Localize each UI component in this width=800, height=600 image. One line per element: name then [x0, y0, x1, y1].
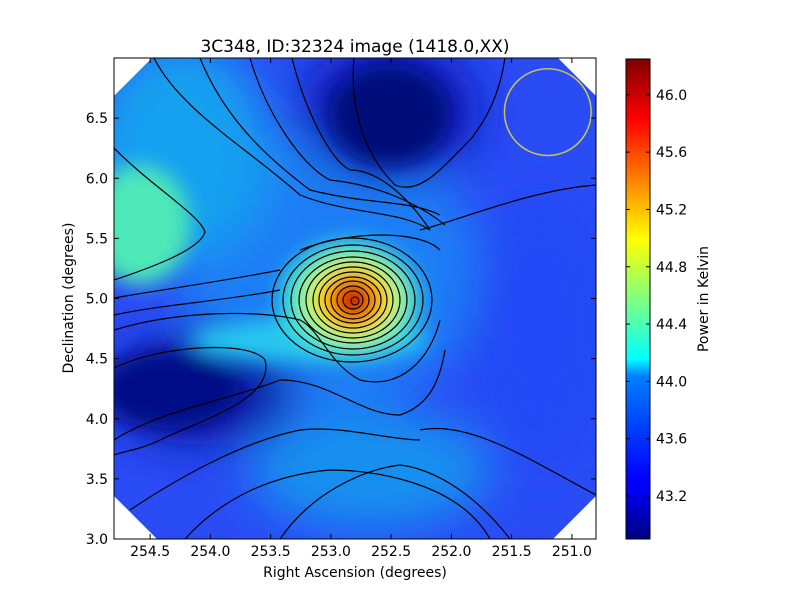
contour-line [290, 250, 416, 350]
x-tick-label: 254.0 [190, 544, 230, 560]
colorbar: 43.2 43.6 44.0 44.4 44.8 45.2 45.6 46.0 Power i… [625, 58, 712, 540]
y-axis-label: Declination (degrees) [61, 223, 77, 374]
contour-line [114, 289, 281, 316]
contour-line [336, 285, 370, 315]
contour-line [279, 464, 511, 539]
contour-line [184, 469, 491, 539]
colorbar-tick-label: 44.4 [656, 317, 687, 333]
contour-line [114, 269, 281, 299]
contour-line [312, 266, 394, 334]
x-axis-label: Right Ascension (degrees) [263, 565, 447, 581]
contour-line [298, 256, 408, 344]
x-tick-label: 254.5 [130, 544, 170, 560]
contour-line [114, 349, 446, 441]
contour-line [330, 280, 376, 320]
x-tick-label: 251.5 [492, 544, 532, 560]
x-axis-ticks: 254.5 254.0 253.5 253.0 252.5 252.0 251.5 251.0 [130, 58, 592, 560]
contour-line [114, 346, 267, 456]
colorbar-tick-label: 43.2 [656, 489, 687, 505]
y-tick-label: 6.0 [86, 171, 108, 187]
heatmap-image [114, 58, 596, 539]
colorbar-tick-label: 46.0 [656, 88, 687, 104]
contour-line [291, 58, 431, 231]
y-tick-label: 4.5 [86, 352, 108, 368]
contour-line [199, 58, 441, 216]
colorbar-tick-label: 44.8 [656, 260, 687, 276]
contour-line [305, 261, 401, 339]
y-tick-label: 4.0 [86, 412, 108, 428]
x-tick-label: 253.5 [251, 544, 291, 560]
heatmap-plot: 254.5 254.0 253.5 253.0 252.5 252.0 251.5 251.0… [86, 57, 597, 560]
colorbar-tick-label: 45.2 [656, 202, 687, 218]
colorbar-ticks: 43.2 43.6 44.0 44.4 44.8 45.2 45.6 46.0 [626, 88, 687, 505]
contour-line [419, 427, 596, 496]
contour-line [271, 237, 433, 363]
chart-title: 3C348, ID:32324 image (1418.0,XX) [200, 37, 509, 57]
y-tick-label: 3.5 [86, 472, 108, 488]
source-peak-marker [350, 296, 360, 306]
contour-line [419, 184, 596, 231]
y-tick-label: 3.0 [86, 532, 108, 548]
contour-line [324, 276, 382, 324]
x-tick-label: 251.0 [552, 544, 592, 560]
y-axis-ticks: 3.0 3.5 4.0 4.5 5.0 5.5 6.0 6.5 [86, 111, 596, 548]
colorbar-label: Power in Kelvin [696, 246, 712, 352]
contour-line [249, 58, 446, 226]
colorbar-tick-label: 44.0 [656, 374, 687, 390]
contour-line [342, 290, 364, 310]
contour-line [114, 312, 441, 383]
beam-circle [503, 67, 592, 157]
contour-lines [114, 58, 596, 539]
contour-line [318, 271, 388, 329]
colorbar-tick-label: 43.6 [656, 432, 687, 448]
contour-line [114, 147, 206, 281]
contour-line [352, 58, 506, 188]
x-tick-label: 252.0 [431, 544, 471, 560]
y-tick-label: 5.5 [86, 231, 108, 247]
contour-line [282, 244, 424, 356]
contour-line [129, 428, 421, 511]
x-tick-label: 253.0 [311, 544, 351, 560]
contour-line [153, 58, 431, 231]
y-tick-label: 6.5 [86, 111, 108, 127]
colorbar-gradient [625, 58, 651, 540]
y-tick-label: 5.0 [86, 292, 108, 308]
x-tick-label: 252.5 [371, 544, 411, 560]
colorbar-tick-label: 45.6 [656, 145, 687, 161]
